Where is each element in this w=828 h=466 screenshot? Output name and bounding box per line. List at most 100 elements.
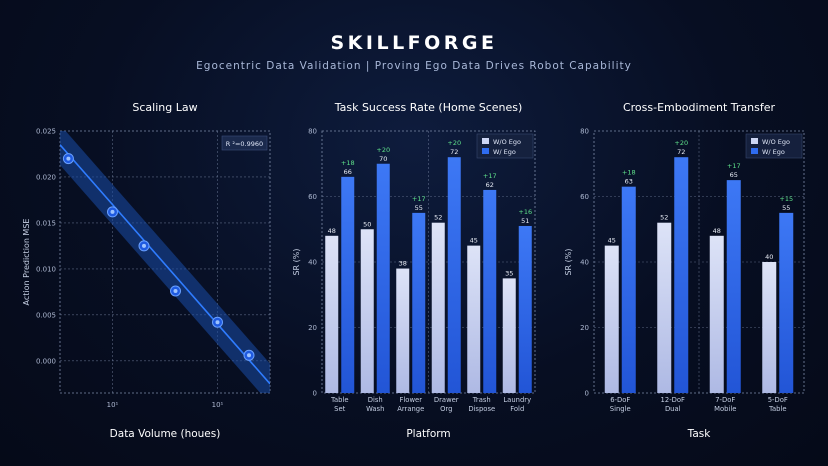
cross-embodiment-chart: Cross-Embodiment Transfer0204060804563+1… [564,101,805,440]
task-success-ytick-label: 60 [308,193,317,201]
task-success-ytick-label: 80 [308,128,317,136]
cross-embodiment-ytick-label: 0 [585,390,589,398]
task-success-bar-w-ego [376,163,390,393]
scaling-law-ytick-label: 0.025 [36,128,56,136]
cross-embodiment-bar-w-ego [726,180,741,393]
task-success-xtick-label: Fold [510,405,524,413]
cross-embodiment-xtick-label: Table [768,405,787,413]
cross-embodiment-xtick-label: Mobile [714,405,736,413]
task-success-xtick-label: Dispose [468,405,495,413]
task-success-delta-label: +20 [376,146,390,154]
cross-embodiment-delta-label: +18 [622,169,636,177]
task-success-value-label: 52 [434,214,442,222]
r-squared-box [221,135,268,151]
scaling-law-ytick-label: 0.000 [36,357,56,365]
task-success-xtick-label: Dish [368,396,383,404]
cross-embodiment-xtick-label: 7-DoF [715,396,735,404]
task-success-value-label: 66 [344,168,352,176]
cross-embodiment-bar-w-ego [779,212,794,393]
task-success-xtick-label: Table [330,396,349,404]
task-success-chart: Task Success Rate (Home Scenes) 0 20 40 60 80… [292,101,536,440]
task-success-bar-w-ego [483,189,497,393]
cross-embodiment-legend-label: W/O Ego [762,138,790,146]
task-success-xtick-label: Org [440,405,452,413]
cross-embodiment-xtick-label: 5-DoF [768,396,788,404]
task-success-bar-wo-ego [396,268,410,393]
task-success-xtick-label: Laundry [503,396,531,404]
cross-embodiment-value-label: 45 [608,237,616,245]
scaling-law-ytick-label: 0.015 [36,219,56,227]
scaling-law-ytick-label: 0.010 [36,265,56,273]
scaling-law-title: Scaling Law [132,101,197,114]
cross-embodiment-xtick-label: Dual [665,405,681,413]
task-success-title: Task Success Rate (Home Scenes) [334,101,523,114]
task-success-xtick-label: Wash [366,405,384,413]
cross-embodiment-title: Cross-Embodiment Transfer [623,101,776,114]
cross-embodiment-bar-wo-ego [709,235,724,393]
scaling-law-point-core [142,243,146,248]
task-success-bar-wo-ego [431,222,445,393]
task-success-legend-swatch-wo-ego [482,138,489,144]
cross-embodiment-bar-wo-ego [604,245,619,393]
scaling-law-xlabel: Data Volume (houes) [110,428,221,440]
cross-embodiment-ytick-label: 80 [580,128,589,136]
cross-embodiment-delta-label: +15 [779,195,793,203]
cross-embodiment-ytick-label: 40 [580,259,589,267]
task-success-value-label: 62 [486,181,494,189]
task-success-delta-label: +20 [447,139,461,147]
task-success-bar-wo-ego [467,245,481,393]
task-success-bar-wo-ego [325,235,339,393]
scaling-law-ylabel: Action Prediction MSE [22,219,31,306]
cross-embodiment-bar-w-ego [621,186,636,393]
task-success-bar-w-ego [447,157,461,393]
scaling-law-xtick-label: 10¹ [212,401,224,409]
scaling-law-point-core [247,353,251,358]
task-success-ylabel: SR (%) [292,248,301,275]
task-success-legend-label: W/O Ego [493,138,521,146]
task-success-bar-wo-ego [502,278,516,393]
cross-embodiment-value-label: 63 [625,178,633,186]
page-title: SKILLFORGE [330,32,498,54]
cross-embodiment-value-label: 52 [660,214,668,222]
cross-embodiment-bar-wo-ego [657,222,672,393]
scaling-law-xtick-label: 10¹ [107,401,119,409]
cross-embodiment-ytick-label: 20 [580,324,589,332]
task-success-value-label: 70 [379,155,387,163]
task-success-xtick-label: Drawer [434,396,459,404]
cross-embodiment-value-label: 65 [730,171,738,179]
scaling-law-point-core [173,288,178,293]
scaling-law-fit-line [60,144,270,385]
task-success-delta-label: +17 [412,195,426,203]
scaling-law-chart: Scaling Law 0.000 0.005 0.010 0.015 0.020 0.02… [22,101,271,440]
cross-embodiment-legend-label: W/ Ego [762,148,785,156]
cross-embodiment-ytick-label: 60 [580,193,589,201]
task-success-bar-w-ego [412,212,426,393]
cross-embodiment-xlabel: Task [687,428,712,440]
task-success-legend-swatch-w-ego [482,148,489,154]
cross-embodiment-bar-wo-ego [762,262,777,393]
task-success-value-label: 55 [415,204,423,212]
task-success-xtick-label: Arrange [397,405,424,413]
scaling-law-point-core [215,320,220,325]
task-success-xtick-label: Set [334,405,345,413]
cross-embodiment-value-label: 48 [713,227,721,235]
task-success-value-label: 38 [399,260,407,268]
task-success-delta-label: +16 [518,208,532,216]
task-success-ytick-label: 40 [308,259,317,267]
cross-embodiment-delta-label: +17 [727,162,741,170]
task-success-ytick-label: 0 [313,390,317,398]
task-success-xlabel: Platform [406,428,450,440]
task-success-delta-label: +18 [341,159,355,167]
scaling-law-frame [59,130,271,394]
cross-embodiment-value-label: 55 [782,204,790,212]
task-success-value-label: 50 [363,220,371,228]
r-squared-label: R ²=0.9960 [226,140,263,148]
task-success-value-label: 48 [328,227,336,235]
cross-embodiment-delta-label: +20 [674,139,688,147]
cross-embodiment-xtick-label: Single [610,405,631,413]
task-success-value-label: 45 [470,237,478,245]
task-success-bar-w-ego [518,225,532,393]
scaling-law-point-core [110,209,115,214]
page-subtitle: Egocentric Data Validation | Proving Ego… [196,60,632,72]
